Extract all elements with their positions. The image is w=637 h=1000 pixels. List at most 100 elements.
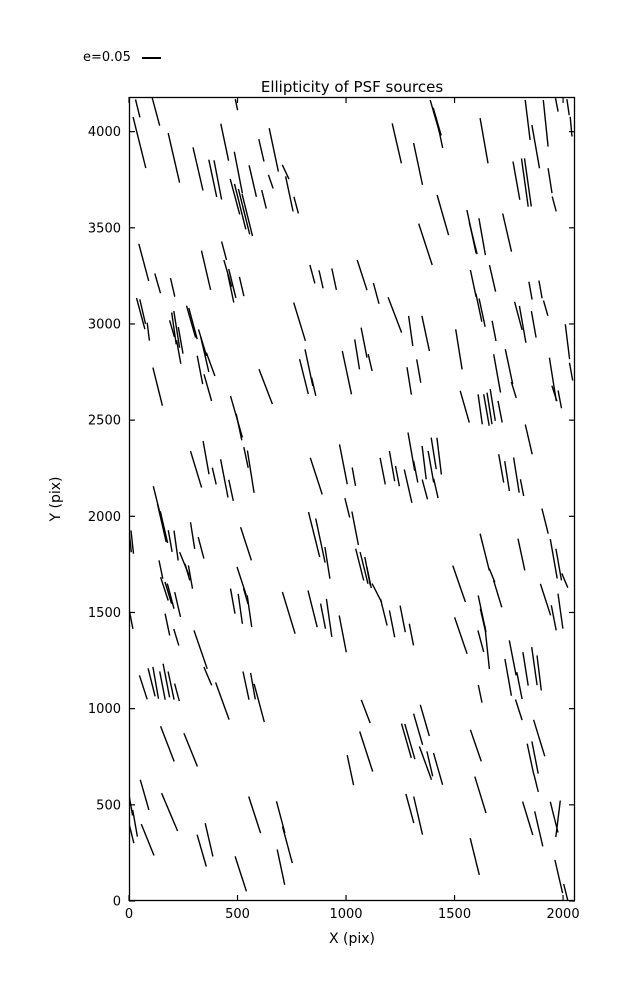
ellipticity-segment [152, 367, 164, 406]
ellipticity-segment [427, 450, 435, 483]
ellipticity-segment [355, 548, 365, 581]
ellipticity-segment [200, 336, 210, 373]
ellipticity-segment [238, 276, 245, 297]
ellipticity-segment [132, 809, 139, 837]
ellipticity-segment [159, 725, 175, 762]
ellipticity-segment [281, 164, 290, 180]
ellipticity-segment [453, 617, 468, 655]
ellipticity-segment [140, 823, 155, 856]
ellipticity-segment [205, 352, 216, 377]
ellipticity-segment [534, 811, 544, 847]
ellipticity-segment [419, 704, 430, 737]
legend-label: e=0.05 [83, 50, 131, 65]
y-tick-label: 0 [113, 895, 121, 910]
ellipticity-segment [158, 560, 164, 579]
ellipticity-segment [203, 666, 213, 686]
ellipticity-segment [497, 400, 503, 423]
ellipticity-segment [246, 450, 255, 493]
ellipticity-segment [455, 329, 463, 370]
ellipticity-segment [504, 658, 513, 696]
ellipticity-segment [229, 588, 236, 614]
ellipticity-segment [413, 796, 424, 835]
ellipticity-segment [241, 193, 254, 237]
ellipticity-segment [387, 297, 403, 333]
ellipticity-segment [258, 368, 274, 405]
ellipticity-segment [405, 793, 415, 824]
ellipticity-segment [284, 176, 294, 212]
ellipticity-segment [175, 340, 182, 364]
ellipticity-segment [418, 746, 433, 780]
ellipticity-segment [477, 630, 485, 653]
ellipticity-segment [372, 282, 380, 304]
x-tick-label: 0 [125, 907, 133, 922]
ellipticity-segment [237, 188, 251, 235]
ellipticity-segment [551, 196, 557, 212]
ellipticity-segment [159, 511, 169, 544]
ellipticity-segment [430, 437, 437, 470]
ellipticity-segment [167, 133, 181, 183]
ellipticity-segment [520, 158, 529, 207]
ellipticity-segment [542, 300, 549, 316]
ellipticity-segment [488, 264, 497, 292]
ellipticity-segment [293, 302, 307, 342]
ellipticity-segment [555, 800, 561, 838]
ellipticity-segment [138, 675, 148, 700]
ellipticity-segment [151, 97, 161, 126]
y-tick-label: 1000 [88, 702, 121, 717]
ellipticity-segment [563, 883, 569, 901]
y-tick-label: 2000 [88, 510, 121, 525]
ellipticity-segment [469, 269, 477, 297]
ellipticity-segment [388, 610, 396, 638]
ellipticity-segment [324, 546, 331, 579]
ellipticity-segment [154, 273, 162, 294]
ellipticity-segment [469, 838, 480, 876]
ellipticity-segment [498, 454, 505, 483]
ellipticity-segment [561, 573, 569, 588]
ellipticity-segment [524, 424, 533, 455]
ellipticity-segment [538, 280, 543, 299]
ellipticity-segment [547, 168, 553, 194]
y-tick-label: 500 [96, 798, 121, 813]
ellipticity-segment [394, 465, 401, 487]
ellipticity-segment [220, 123, 230, 161]
ellipticity-segment [219, 459, 229, 498]
ellipticity-segment [421, 479, 429, 500]
ellipticity-segment [421, 445, 427, 480]
ellipticity-segment [557, 390, 563, 409]
ellipticity-segment [173, 530, 179, 561]
ellipticity-segment [474, 776, 487, 814]
ellipticity-segment [152, 666, 160, 699]
ellipticity-segment [156, 503, 167, 543]
ellipticity-segment [519, 479, 525, 497]
ellipticity-segment [491, 320, 497, 342]
ellipticity-segment [366, 566, 372, 589]
ellipticity-segment [223, 259, 233, 287]
ellipticity-segment [531, 124, 541, 169]
ellipticity-segment [407, 315, 414, 346]
ellipticity-segment [477, 684, 483, 703]
ellipticity-segment [211, 467, 217, 485]
ellipticity-segment [477, 394, 483, 425]
ellipticity-segment [510, 381, 517, 399]
ellipticity-segment [408, 623, 415, 646]
ellipticity-segment [187, 565, 194, 589]
ellipticity-segment [310, 377, 317, 396]
ellipticity-segment [469, 729, 482, 762]
ellipticity-segment [307, 511, 321, 558]
ellipticity-segment [513, 301, 523, 331]
ellipticity-segment [516, 671, 523, 700]
ellipticity-segment [267, 174, 274, 189]
ellipticity-segment [533, 774, 539, 793]
ellipticity-segment [338, 444, 348, 485]
ellipticity-segment [258, 138, 265, 162]
ellipticity-segment [468, 222, 478, 255]
ellipticity-segment [536, 655, 542, 691]
ellipticity-segment [400, 723, 412, 759]
ellipticity-segment [554, 859, 564, 894]
ellipticity-segment [479, 533, 490, 571]
ellipticity-segment [478, 298, 486, 327]
ellipticity-segment [237, 593, 244, 624]
ellipticity-segment [406, 367, 413, 395]
ellipticity-segment [173, 683, 180, 702]
